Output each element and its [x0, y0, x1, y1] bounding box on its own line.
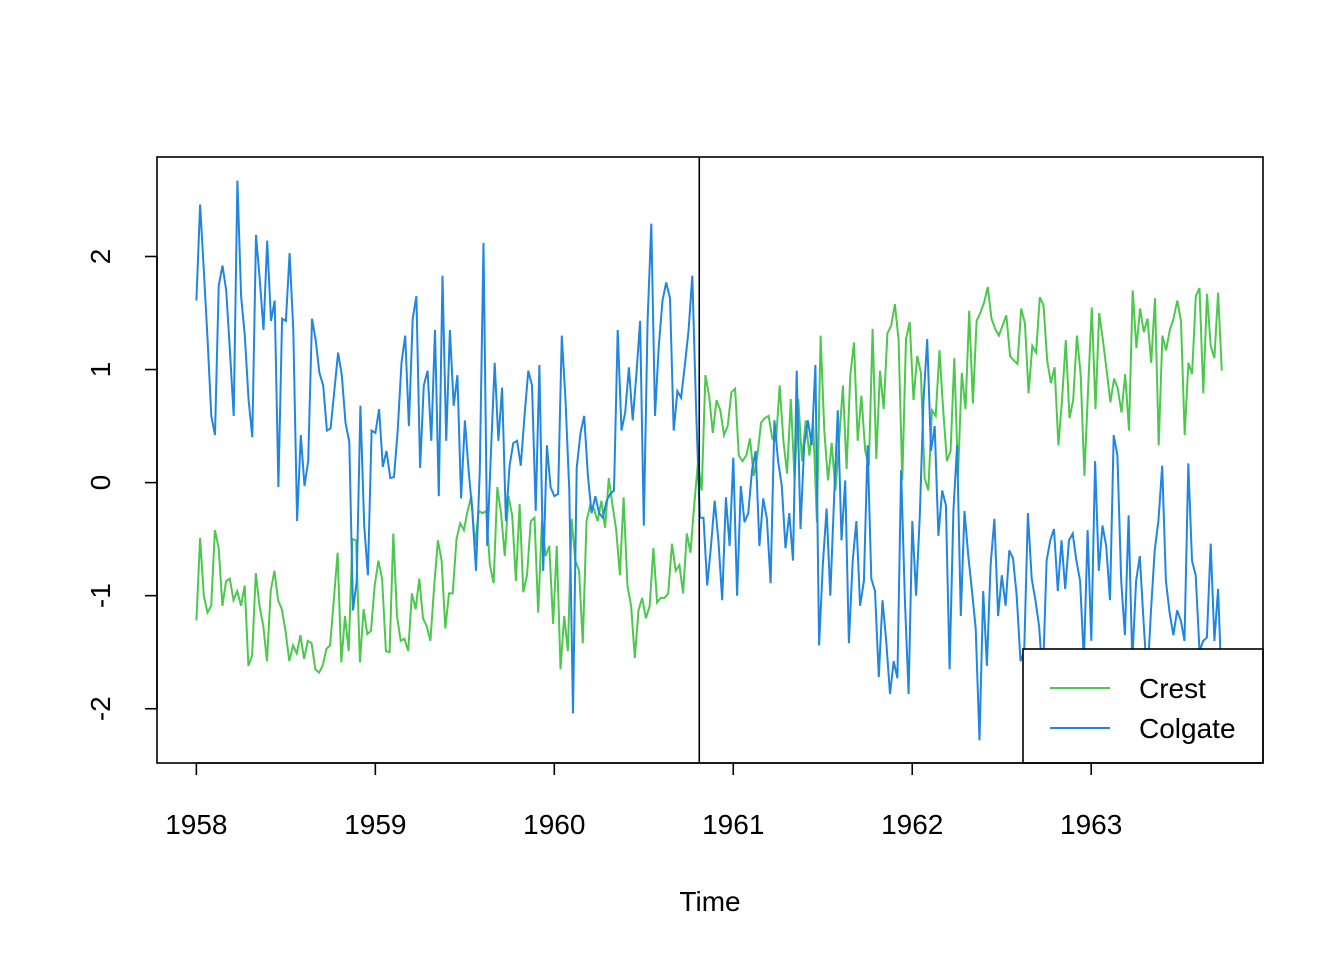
x-tick-label: 1958	[165, 809, 227, 840]
plot-frame	[156, 156, 1264, 764]
x-tick-label: 1960	[523, 809, 585, 840]
legend-label-colgate: Colgate	[1139, 713, 1236, 744]
legend: Crest Colgate	[1022, 648, 1264, 764]
x-tick-label: 1959	[344, 809, 406, 840]
series-line-crest	[195, 286, 1223, 675]
y-tick-label: 2	[85, 249, 116, 265]
x-tick-label: 1961	[702, 809, 764, 840]
y-tick-label: 0	[85, 475, 116, 491]
series-line-colgate	[195, 180, 1223, 741]
legend-label-crest: Crest	[1139, 673, 1206, 704]
series-layer	[195, 180, 1223, 741]
y-tick-label: -1	[85, 583, 116, 608]
x-tick-label: 1963	[1060, 809, 1122, 840]
y-tick-label: -2	[85, 696, 116, 721]
legend-box	[1022, 648, 1264, 764]
y-tick-label: 1	[85, 362, 116, 378]
x-tick-label: 1962	[881, 809, 943, 840]
x-axis-label: Time	[679, 886, 740, 917]
